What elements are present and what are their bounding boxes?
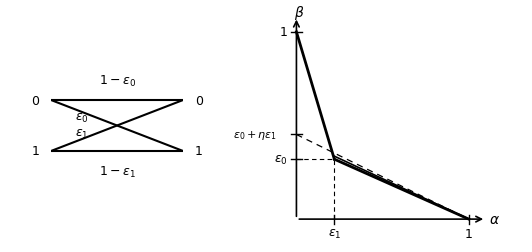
Text: 1: 1 (465, 227, 473, 240)
Text: $\epsilon_0$: $\epsilon_0$ (274, 153, 287, 166)
Text: 1: 1 (279, 26, 287, 39)
Text: $1-\epsilon_1$: $1-\epsilon_1$ (98, 164, 136, 179)
Text: 0: 0 (195, 94, 203, 107)
Text: 1: 1 (31, 145, 39, 158)
Text: 0: 0 (31, 94, 39, 107)
Text: $\beta$: $\beta$ (294, 4, 304, 22)
Text: 1: 1 (195, 145, 203, 158)
Text: $\epsilon_1$: $\epsilon_1$ (328, 227, 341, 240)
Text: $\epsilon_0+\eta\epsilon_1$: $\epsilon_0+\eta\epsilon_1$ (232, 129, 277, 141)
Text: $\alpha$: $\alpha$ (489, 212, 500, 226)
Text: $\epsilon_0$: $\epsilon_0$ (75, 112, 89, 125)
Text: $\epsilon_1$: $\epsilon_1$ (75, 127, 89, 140)
Text: $1-\epsilon_0$: $1-\epsilon_0$ (98, 73, 136, 88)
